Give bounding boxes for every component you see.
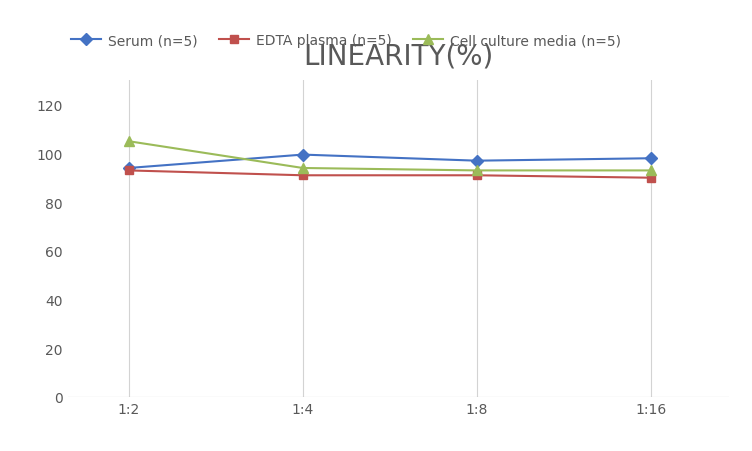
EDTA plasma (n=5) [124, 168, 133, 174]
Cell culture media (n=5) [647, 168, 656, 174]
Serum (n=5) [124, 166, 133, 171]
Title: LINEARITY(%): LINEARITY(%) [304, 42, 493, 70]
EDTA plasma (n=5) [647, 175, 656, 181]
Cell culture media (n=5) [472, 168, 481, 174]
Cell culture media (n=5) [299, 166, 308, 171]
EDTA plasma (n=5) [472, 173, 481, 179]
Line: Cell culture media (n=5): Cell culture media (n=5) [124, 137, 656, 176]
Legend: Serum (n=5), EDTA plasma (n=5), Cell culture media (n=5): Serum (n=5), EDTA plasma (n=5), Cell cul… [68, 31, 624, 51]
Serum (n=5) [299, 152, 308, 158]
Serum (n=5) [647, 156, 656, 161]
Serum (n=5) [472, 159, 481, 164]
Cell culture media (n=5) [124, 139, 133, 145]
EDTA plasma (n=5) [299, 173, 308, 179]
Line: Serum (n=5): Serum (n=5) [125, 151, 655, 173]
Line: EDTA plasma (n=5): EDTA plasma (n=5) [125, 167, 655, 183]
